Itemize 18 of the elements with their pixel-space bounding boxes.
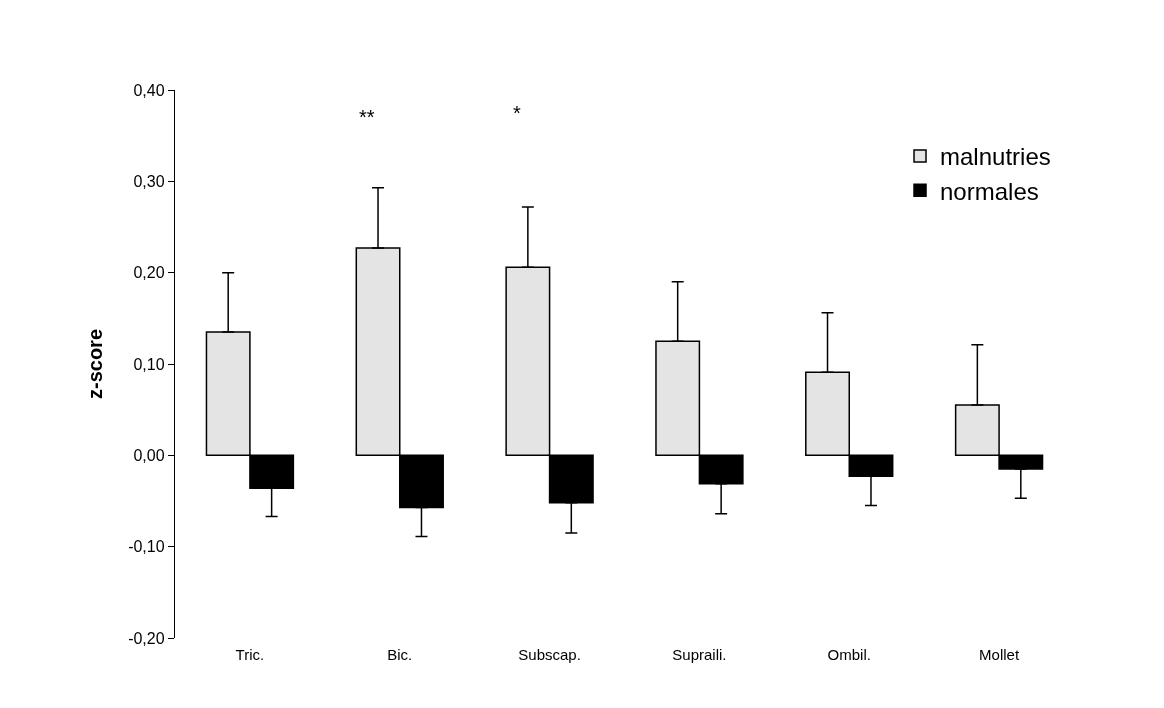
y-tick-label: 0,00 xyxy=(133,446,165,464)
x-tick-label: Tric. xyxy=(235,646,265,663)
x-tick-label: Bic. xyxy=(387,646,413,663)
x-tick-label: Subscap. xyxy=(518,646,581,663)
legend-label: malnutries xyxy=(940,143,1051,171)
x-tick-label: Ombil. xyxy=(827,646,871,663)
y-tick-label: -0,20 xyxy=(128,629,165,647)
x-tick-label: Mollet xyxy=(979,646,1020,663)
y-tick-label: -0,10 xyxy=(128,538,165,556)
legend-label: normales xyxy=(940,177,1039,205)
x-tick-label: Supraili. xyxy=(672,646,727,663)
y-tick-label: 0,40 xyxy=(133,81,165,99)
y-tick-label: 0,20 xyxy=(133,264,165,282)
annotation: ** xyxy=(359,106,375,128)
y-tick-label: 0,30 xyxy=(133,172,165,190)
y-tick-label: 0,10 xyxy=(133,355,165,373)
y-axis-title: z-score xyxy=(83,328,106,400)
annotation: * xyxy=(513,102,521,124)
